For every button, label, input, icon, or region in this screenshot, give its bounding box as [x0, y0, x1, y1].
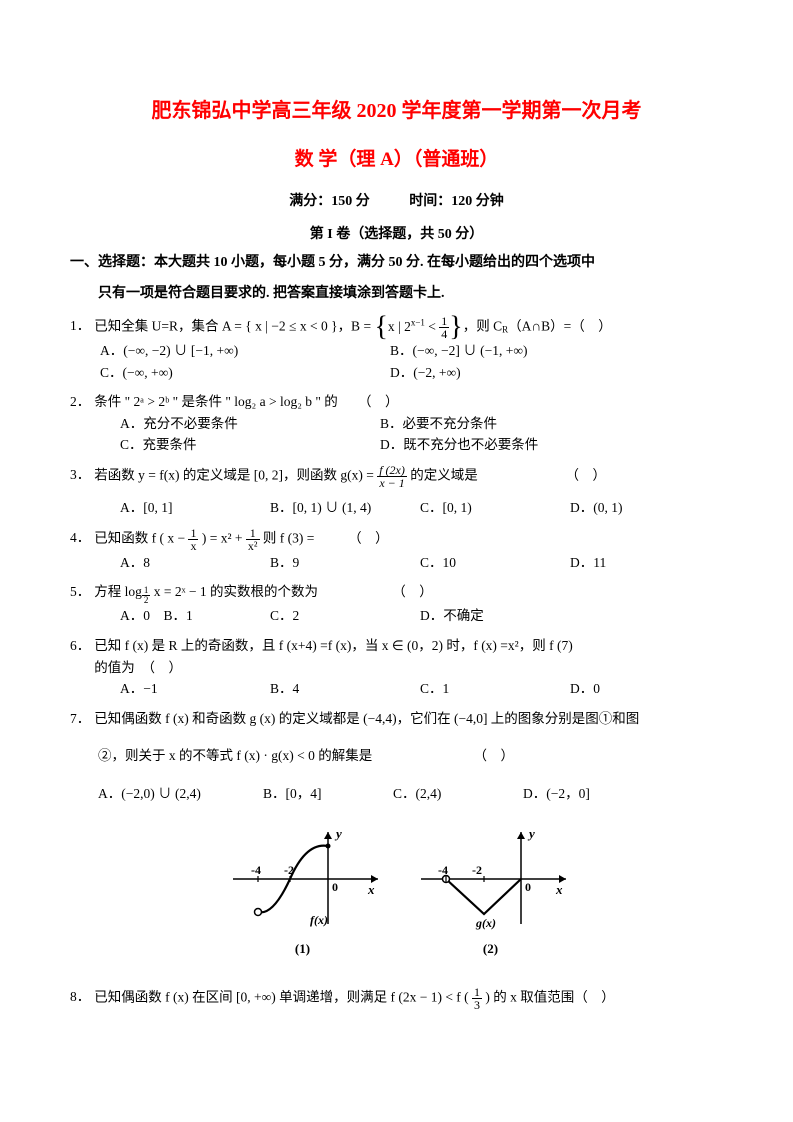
svg-text:x: x [367, 882, 375, 897]
section-title: 第 I 卷（选择题，共 50 分） [70, 224, 723, 246]
q4-opt-b: B．9 [270, 552, 420, 574]
exam-info: 满分：150 分 时间：120 分钟 [70, 191, 723, 213]
q1-opt-b: B．(−∞, −2] ∪ (−1, +∞) [390, 340, 527, 362]
q3-text: 若函数 y = f(x) 的定义域是 [0, 2]，则函数 g(x) = f (… [94, 464, 723, 489]
q3-opt-b: B．[0, 1) ∪ (1, 4) [270, 497, 420, 519]
question-1: 1． 已知全集 U=R，集合 A = { x | −2 ≤ x < 0 }，B … [70, 315, 723, 383]
q1-num: 1． [70, 315, 90, 337]
q2-opt-d: D．既不充分也不必要条件 [380, 434, 538, 456]
title-sub: 数 学（理 A）（普通班） [70, 145, 723, 175]
svg-text:0: 0 [332, 880, 338, 894]
q2-opt-c: C．充要条件 [120, 434, 380, 456]
q7-opt-c: C．(2,4) [393, 783, 523, 805]
q7-num: 7． [70, 708, 90, 730]
q2-text: 条件 " 2ᵃ > 2ᵇ " 是条件 " log₂ a > log₂ b " 的… [94, 391, 723, 413]
graph-2: -4 -2 0 x y g(x) [406, 824, 576, 939]
q6-num: 6． [70, 635, 90, 657]
q5-opt-c: C．2 [270, 605, 420, 627]
q5-opt-a: A．0 B．1 [120, 605, 210, 627]
q3-opt-c: C．[0, 1) [420, 497, 570, 519]
q6-opt-d: D．0 [570, 678, 720, 700]
svg-text:-2: -2 [472, 863, 482, 877]
svg-text:-4: -4 [251, 863, 261, 877]
instructions-l2: 只有一项是符合题目要求的. 把答案直接填涂到答题卡上. [70, 283, 723, 305]
time-limit: 时间：120 分钟 [409, 194, 504, 209]
q4-opt-a: A．8 [120, 552, 270, 574]
question-8: 8． 已知偶函数 f (x) 在区间 [0, +∞) 单调递增，则满足 f (2… [70, 986, 723, 1011]
question-6: 6． 已知 f (x) 是 R 上的奇函数，且 f (x+4) =f (x)，当… [70, 635, 723, 700]
question-5: 5． 方程 log12 x = 2ˣ − 1 的实数根的个数为 （ ） A．0 … [70, 581, 723, 627]
q7-opt-b: B．[0，4] [263, 783, 393, 805]
q3-opt-a: A．[0, 1] [120, 497, 270, 519]
q1-opt-d: D．(−2, +∞) [390, 362, 527, 384]
question-3: 3． 若函数 y = f(x) 的定义域是 [0, 2]，则函数 g(x) = … [70, 464, 723, 519]
q8-text: 已知偶函数 f (x) 在区间 [0, +∞) 单调递增，则满足 f (2x −… [94, 986, 723, 1011]
q5-opt-d: D．不确定 [420, 605, 570, 627]
graph-2-label: (2) [406, 939, 576, 960]
q3-opt-d: D．(0, 1) [570, 497, 720, 519]
question-2: 2． 条件 " 2ᵃ > 2ᵇ " 是条件 " log₂ a > log₂ b … [70, 391, 723, 456]
q5-num: 5． [70, 581, 90, 603]
q7-opt-d: D．(−2，0] [523, 783, 673, 805]
q1-opt-c: C．(−∞, +∞) [100, 362, 390, 384]
svg-text:y: y [334, 826, 342, 841]
q8-num: 8． [70, 986, 90, 1008]
q2-opt-a: A．充分不必要条件 [120, 413, 380, 435]
full-marks: 满分：150 分 [289, 194, 370, 209]
q7-opt-a: A．(−2,0) ∪ (2,4) [98, 783, 263, 805]
question-7: 7． 已知偶函数 f (x) 和奇函数 g (x) 的定义域都是 (−4,4)，… [70, 708, 723, 805]
svg-text:x: x [555, 882, 563, 897]
graph-1-label: (1) [218, 939, 388, 960]
q5-text: 方程 log12 x = 2ˣ − 1 的实数根的个数为 （ ） [94, 581, 723, 605]
q6-opt-c: C．1 [420, 678, 570, 700]
graph-1: -4 -2 0 x y f(x) [218, 824, 388, 939]
q7-text-l1: 已知偶函数 f (x) 和奇函数 g (x) 的定义域都是 (−4,4)，它们在… [94, 708, 723, 730]
svg-text:f(x): f(x) [310, 913, 328, 927]
svg-text:g(x): g(x) [475, 916, 496, 930]
q6-opt-a: A．−1 [120, 678, 270, 700]
q4-text: 已知函数 f ( x − 1x ) = x² + 1x² 则 f (3) = （… [94, 527, 723, 552]
q1-opt-a: A．(−∞, −2) ∪ [−1, +∞) [100, 340, 390, 362]
q6-text: 已知 f (x) 是 R 上的奇函数，且 f (x+4) =f (x)，当 x … [94, 635, 723, 678]
instructions-l1: 一、选择题：本大题共 10 小题，每小题 5 分，满分 50 分. 在每小题给出… [70, 252, 723, 274]
graphs-figure: -4 -2 0 x y f(x) (1) -4 [70, 824, 723, 961]
q3-num: 3． [70, 464, 90, 486]
svg-text:y: y [527, 826, 535, 841]
q7-text-l2: ②，则关于 x 的不等式 f (x) · g(x) < 0 的解集是 （ ） [98, 745, 723, 767]
q2-opt-b: B．必要不充分条件 [380, 413, 538, 435]
title-main: 肥东锦弘中学高三年级 2020 学年度第一学期第一次月考 [70, 95, 723, 127]
question-4: 4． 已知函数 f ( x − 1x ) = x² + 1x² 则 f (3) … [70, 527, 723, 574]
q2-num: 2． [70, 391, 90, 413]
q4-opt-c: C．10 [420, 552, 570, 574]
q1-text: 已知全集 U=R，集合 A = { x | −2 ≤ x < 0 }，B = {… [94, 315, 723, 340]
q6-opt-b: B．4 [270, 678, 420, 700]
q4-opt-d: D．11 [570, 552, 720, 574]
q4-num: 4． [70, 527, 90, 549]
svg-text:0: 0 [525, 880, 531, 894]
